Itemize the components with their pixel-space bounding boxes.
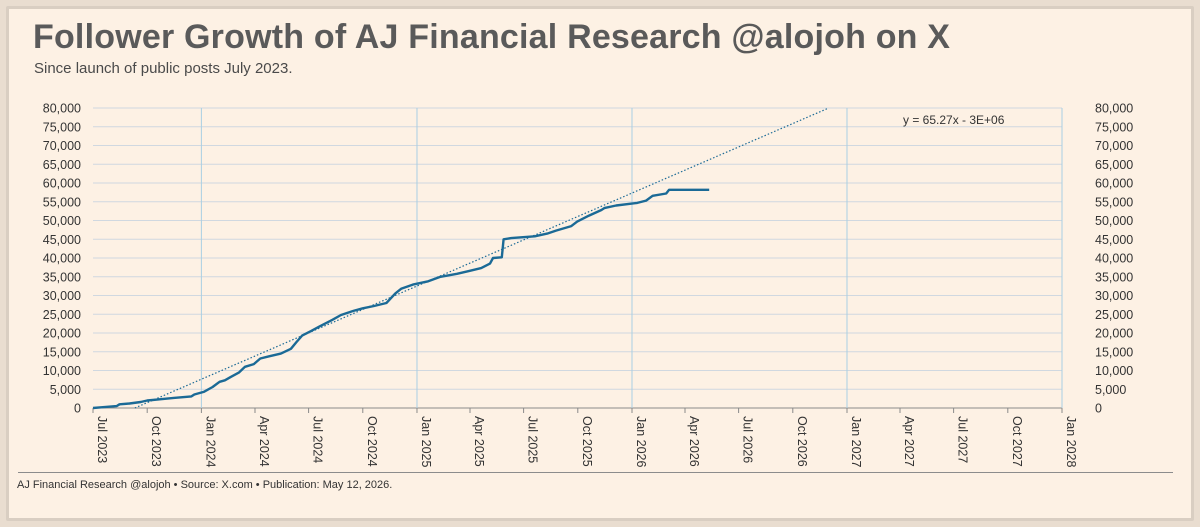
gridlines bbox=[93, 107, 1062, 409]
y-tick-label: 15,000 bbox=[1095, 345, 1133, 359]
y-tick-label: 5,000 bbox=[50, 383, 81, 397]
y-tick-label: 45,000 bbox=[1095, 233, 1133, 247]
x-tick-label: Apr 2027 bbox=[902, 416, 916, 467]
y-tick-label: 50,000 bbox=[43, 214, 81, 228]
footer-source: AJ Financial Research @alojoh • Source: … bbox=[17, 479, 393, 491]
x-tick-label: Jan 2024 bbox=[203, 416, 217, 467]
y-tick-label: 40,000 bbox=[43, 252, 81, 266]
footer-divider bbox=[18, 472, 1173, 473]
y-tick-label: 80,000 bbox=[43, 102, 81, 116]
y-tick-label: 80,000 bbox=[1095, 102, 1133, 116]
y-tick-label: 70,000 bbox=[1095, 139, 1133, 153]
x-tick-label: Jul 2026 bbox=[741, 416, 755, 463]
y-tick-label: 20,000 bbox=[1095, 327, 1133, 341]
y-tick-label: 30,000 bbox=[43, 289, 81, 303]
x-tick-label: Jul 2027 bbox=[956, 416, 970, 463]
year-divider-lines bbox=[200, 108, 1063, 408]
x-tick-label: Oct 2023 bbox=[149, 416, 163, 467]
x-tick-label: Jul 2024 bbox=[311, 416, 325, 463]
y-tick-label: 65,000 bbox=[43, 158, 81, 172]
x-tick-label: Apr 2025 bbox=[472, 416, 486, 467]
y-tick-label: 65,000 bbox=[1095, 158, 1133, 172]
y-tick-label: 45,000 bbox=[43, 233, 81, 247]
y-tick-label: 15,000 bbox=[43, 345, 81, 359]
series-group bbox=[92, 188, 710, 410]
x-tick-label: Jan 2028 bbox=[1064, 416, 1078, 467]
y-tick-label: 10,000 bbox=[1095, 364, 1133, 378]
y-tick-label: 30,000 bbox=[1095, 289, 1133, 303]
y-tick-label: 25,000 bbox=[1095, 308, 1133, 322]
y-tick-label: 55,000 bbox=[43, 195, 81, 209]
x-tick-label: Jul 2025 bbox=[526, 416, 540, 463]
x-tick-label: Jan 2026 bbox=[634, 416, 648, 467]
chart-frame bbox=[6, 6, 1194, 521]
y-tick-label: 20,000 bbox=[43, 327, 81, 341]
x-tick-label: Apr 2024 bbox=[257, 416, 271, 467]
follower-series-line bbox=[92, 188, 710, 410]
y-tick-label: 0 bbox=[1095, 402, 1102, 416]
x-tick-label: Apr 2026 bbox=[687, 416, 701, 467]
x-tick-label: Oct 2024 bbox=[365, 416, 379, 467]
page-subtitle: Since launch of public posts July 2023. bbox=[34, 60, 293, 77]
y-tick-label: 60,000 bbox=[1095, 177, 1133, 191]
y-tick-label: 0 bbox=[74, 402, 81, 416]
y-tick-label: 5,000 bbox=[1095, 383, 1126, 397]
y-tick-label: 35,000 bbox=[1095, 270, 1133, 284]
y-tick-label: 55,000 bbox=[1095, 195, 1133, 209]
x-axis: Jul 2023 Oct 2023 Jan 2024 Apr 2024 Jul 2024… bbox=[92, 408, 1078, 467]
page-title: Follower Growth of AJ Financial Research… bbox=[33, 18, 951, 56]
y-tick-label: 75,000 bbox=[43, 120, 81, 134]
y-tick-label: 70,000 bbox=[43, 139, 81, 153]
y-tick-label: 35,000 bbox=[43, 270, 81, 284]
y-tick-label: 25,000 bbox=[43, 308, 81, 322]
y-tick-label: 50,000 bbox=[1095, 214, 1133, 228]
y-tick-label: 75,000 bbox=[1095, 120, 1133, 134]
x-tick-label: Jul 2023 bbox=[95, 416, 109, 463]
x-tick-label: Oct 2027 bbox=[1010, 416, 1024, 467]
x-tick-label: Jan 2027 bbox=[849, 416, 863, 467]
x-tick-label: Oct 2025 bbox=[580, 416, 594, 467]
y-tick-label: 60,000 bbox=[43, 177, 81, 191]
y-tick-label: 10,000 bbox=[43, 364, 81, 378]
y-axis-left: 0 5,000 10,000 15,000 20,000 25,000 30,000 35,0… bbox=[43, 102, 81, 416]
x-tick-label: Jan 2025 bbox=[419, 416, 433, 467]
y-axis-right: 0 5,000 10,000 15,000 20,000 25,000 30,000 35,0… bbox=[1095, 102, 1133, 416]
x-tick-label: Oct 2026 bbox=[795, 416, 809, 467]
trendline-equation: y = 65.27x - 3E+06 bbox=[903, 113, 1005, 127]
y-tick-label: 40,000 bbox=[1095, 252, 1133, 266]
